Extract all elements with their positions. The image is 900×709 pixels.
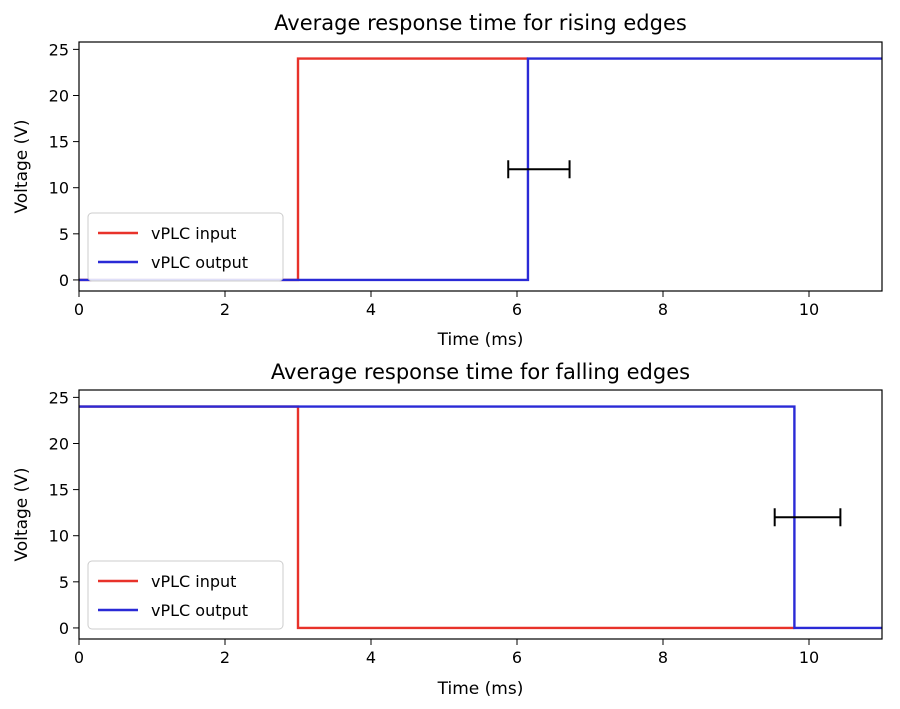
x-axis-label: Time (ms) [437,679,524,699]
x-tick-label: 0 [74,648,84,667]
y-tick-label: 10 [49,179,69,198]
x-tick-label: 6 [512,648,522,667]
chart-title: Average response time for rising edges [274,11,687,35]
y-axis-label: Voltage (V) [12,119,32,213]
legend-entry: vPLC input [151,224,236,243]
y-tick-label: 20 [49,434,69,453]
y-tick-label: 0 [59,271,69,290]
y-tick-label: 5 [59,225,69,244]
chart-panel-2: Average response time for falling edges 0… [12,360,883,699]
legend-entry: vPLC input [151,572,236,591]
legend: vPLC input vPLC output [87,212,284,282]
x-axis-label: Time (ms) [437,330,524,350]
y-tick-label: 15 [49,481,69,500]
axes-frame [78,389,883,640]
legend: vPLC input vPLC output [87,560,284,630]
y-tick-label: 25 [49,388,69,407]
legend-box [87,560,284,630]
y-tick-label: 20 [49,86,69,105]
y-tick-label: 15 [49,133,69,152]
y-tick-label: 0 [59,619,69,638]
chart-title: Average response time for falling edges [271,360,690,384]
x-tick-label: 2 [220,648,230,667]
legend-box [87,212,284,282]
chart-panel-1: Average response time for rising edges 0 2… [12,11,883,350]
x-tick-label: 2 [220,300,230,319]
x-tick-label: 4 [366,300,376,319]
y-axis-label: Voltage (V) [12,467,32,561]
legend-entry: vPLC output [151,601,248,620]
x-tick-label: 10 [799,300,819,319]
x-tick-label: 4 [366,648,376,667]
y-tick-label: 5 [59,573,69,592]
legend-entry: vPLC output [151,253,248,272]
x-tick-label: 8 [658,648,668,667]
x-tick-label: 10 [799,648,819,667]
y-tick-label: 10 [49,527,69,546]
x-tick-label: 8 [658,300,668,319]
axes-frame [78,41,883,292]
x-tick-label: 0 [74,300,84,319]
x-tick-label: 6 [512,300,522,319]
y-tick-label: 25 [49,40,69,59]
